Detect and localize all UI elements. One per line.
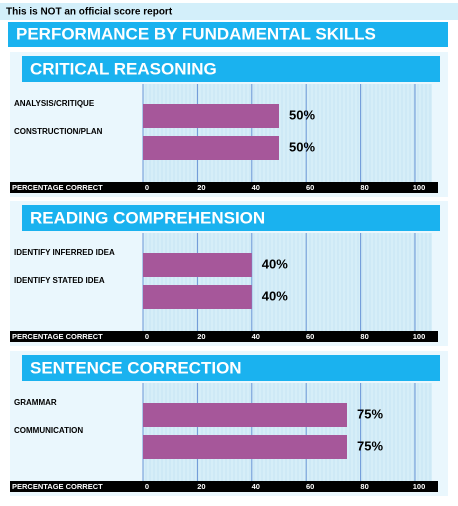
x-tick-label: 0 [145,332,149,341]
category-label: COMMUNICATION [14,426,83,435]
axis-strip [10,481,438,492]
x-tick-label: 20 [197,482,205,491]
x-tick-label: 100 [413,183,426,192]
value-label: 75% [357,406,383,421]
x-tick-label: 80 [360,183,368,192]
value-label: 50% [289,107,315,122]
bar [143,104,279,128]
section-title: SENTENCE CORRECTION [30,358,242,377]
x-tick-label: 20 [197,332,205,341]
x-tick-label: 100 [413,332,426,341]
x-axis-label: PERCENTAGE CORRECT [12,482,103,491]
bar [143,253,252,277]
x-tick-label: 60 [306,482,314,491]
value-label: 75% [357,438,383,453]
axis-strip [10,331,438,342]
plot-area [143,84,432,182]
section-title: CRITICAL REASONING [30,59,217,78]
category-label: IDENTIFY STATED IDEA [14,276,105,285]
bar [143,403,347,427]
x-tick-label: 20 [197,183,205,192]
notice-bar [0,3,458,20]
category-label: IDENTIFY INFERRED IDEA [14,248,115,257]
bar [143,285,252,309]
x-tick-label: 40 [252,332,260,341]
x-tick-label: 0 [145,482,149,491]
value-label: 50% [289,139,315,154]
section-header [22,56,440,82]
bar [143,136,279,160]
x-tick-label: 40 [252,482,260,491]
section-title: READING COMPREHENSION [30,208,265,227]
x-axis-label: PERCENTAGE CORRECT [12,183,103,192]
value-label: 40% [262,256,288,271]
section-header [22,355,440,381]
x-tick-label: 40 [252,183,260,192]
bar [143,435,347,459]
x-tick-label: 80 [360,482,368,491]
axis-strip [10,182,438,193]
x-tick-label: 60 [306,183,314,192]
category-label: ANALYSIS/CRITIQUE [14,99,95,108]
category-label: CONSTRUCTION/PLAN [14,127,103,136]
x-tick-label: 80 [360,332,368,341]
value-label: 40% [262,288,288,303]
page-title: PERFORMANCE BY FUNDAMENTAL SKILLS [16,24,376,43]
plot-area [143,383,432,481]
x-tick-label: 0 [145,183,149,192]
x-tick-label: 100 [413,482,426,491]
x-axis-label: PERCENTAGE CORRECT [12,332,103,341]
plot-area [143,233,432,331]
notice: This is NOT an official score report [6,7,173,18]
title-bar [8,22,448,47]
section-header [22,205,440,231]
category-label: GRAMMAR [14,398,57,407]
x-tick-label: 60 [306,332,314,341]
